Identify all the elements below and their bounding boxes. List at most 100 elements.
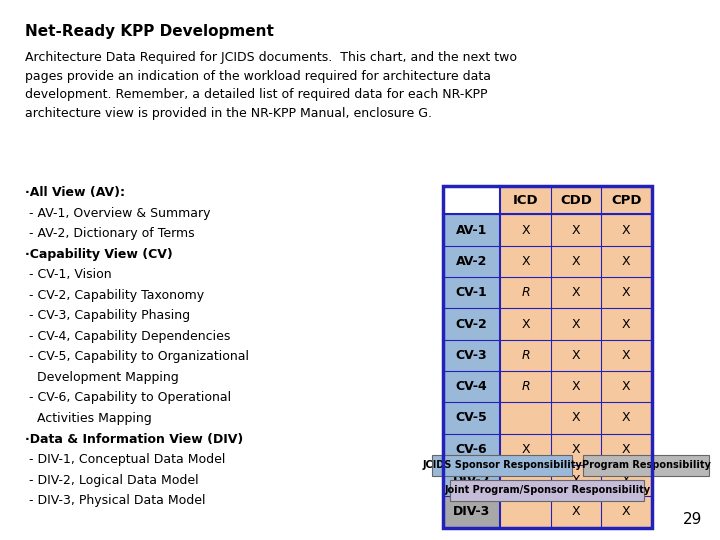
Text: Joint Program/Sponsor Responsibility: Joint Program/Sponsor Responsibility <box>444 485 650 495</box>
Bar <box>551 340 601 371</box>
Text: R: R <box>521 349 530 362</box>
Text: Net-Ready KPP Development: Net-Ready KPP Development <box>25 24 274 39</box>
Text: - CV-3, Capability Phasing: - CV-3, Capability Phasing <box>25 309 190 322</box>
Bar <box>551 277 601 308</box>
Bar <box>551 214 601 246</box>
Bar <box>551 246 601 277</box>
Bar <box>601 434 652 465</box>
Text: Activities Mapping: Activities Mapping <box>25 412 152 425</box>
Bar <box>443 277 500 308</box>
Bar <box>500 277 551 308</box>
Bar <box>551 402 601 434</box>
Bar <box>500 371 551 402</box>
Text: - DIV-2, Logical Data Model: - DIV-2, Logical Data Model <box>25 474 199 487</box>
Text: X: X <box>572 318 580 330</box>
Bar <box>551 496 601 528</box>
Bar <box>443 246 500 277</box>
Bar <box>450 480 644 501</box>
Text: X: X <box>622 286 631 299</box>
Text: X: X <box>622 255 631 268</box>
Text: ·Data & Information View (DIV): ·Data & Information View (DIV) <box>25 433 243 446</box>
Bar <box>601 340 652 371</box>
Text: CV-6: CV-6 <box>456 443 487 456</box>
Bar <box>500 340 551 371</box>
Text: CDD: CDD <box>560 194 592 207</box>
Text: X: X <box>622 443 631 456</box>
Bar <box>601 308 652 340</box>
Bar <box>443 465 500 496</box>
Bar <box>500 465 551 496</box>
Text: - CV-1, Vision: - CV-1, Vision <box>25 268 112 281</box>
Text: X: X <box>572 505 580 518</box>
Bar <box>500 214 551 246</box>
Bar <box>432 455 572 476</box>
Text: - DIV-3, Physical Data Model: - DIV-3, Physical Data Model <box>25 494 206 507</box>
Bar <box>443 371 500 402</box>
Text: CV-2: CV-2 <box>456 318 487 330</box>
Text: - AV-1, Overview & Summary: - AV-1, Overview & Summary <box>25 207 211 220</box>
Text: ·All View (AV):: ·All View (AV): <box>25 186 125 199</box>
Bar <box>601 214 652 246</box>
Bar <box>551 465 601 496</box>
Text: 29: 29 <box>683 511 702 526</box>
Bar <box>601 246 652 277</box>
Text: - CV-4, Capability Dependencies: - CV-4, Capability Dependencies <box>25 330 230 343</box>
Text: X: X <box>622 224 631 237</box>
Bar <box>583 455 709 476</box>
Bar <box>443 340 500 371</box>
Text: R: R <box>521 380 530 393</box>
Bar <box>500 434 551 465</box>
Text: X: X <box>521 255 530 268</box>
Bar <box>443 186 500 214</box>
Text: X: X <box>622 380 631 393</box>
Text: R: R <box>521 286 530 299</box>
Bar <box>601 277 652 308</box>
Bar <box>443 214 500 246</box>
Text: X: X <box>622 474 631 487</box>
Bar <box>500 402 551 434</box>
Text: Program Responsibility: Program Responsibility <box>582 461 711 470</box>
Bar <box>500 246 551 277</box>
Text: Development Mapping: Development Mapping <box>25 371 179 384</box>
Text: X: X <box>622 505 631 518</box>
Text: X: X <box>572 224 580 237</box>
Bar <box>443 496 500 528</box>
Bar <box>500 308 551 340</box>
Text: X: X <box>521 224 530 237</box>
Bar <box>500 186 551 214</box>
Text: X: X <box>572 474 580 487</box>
Text: X: X <box>572 255 580 268</box>
Bar <box>551 371 601 402</box>
Text: - CV-6, Capability to Operational: - CV-6, Capability to Operational <box>25 392 231 404</box>
Text: X: X <box>521 443 530 456</box>
Text: X: X <box>572 286 580 299</box>
Bar <box>500 496 551 528</box>
Bar <box>443 402 500 434</box>
Bar <box>601 186 652 214</box>
Text: AV-1: AV-1 <box>456 224 487 237</box>
Text: X: X <box>521 318 530 330</box>
Bar <box>601 496 652 528</box>
Text: - CV-2, Capability Taxonomy: - CV-2, Capability Taxonomy <box>25 289 204 302</box>
Text: ·Capability View (CV): ·Capability View (CV) <box>25 248 173 261</box>
Text: X: X <box>572 349 580 362</box>
Text: - DIV-1, Conceptual Data Model: - DIV-1, Conceptual Data Model <box>25 453 225 466</box>
Bar <box>443 308 500 340</box>
Text: ICD: ICD <box>513 194 539 207</box>
Text: Architecture Data Required for JCIDS documents.  This chart, and the next two
pa: Architecture Data Required for JCIDS doc… <box>25 51 517 120</box>
Text: DIV-3: DIV-3 <box>453 505 490 518</box>
Bar <box>443 186 652 528</box>
Text: X: X <box>572 380 580 393</box>
Text: X: X <box>622 318 631 330</box>
Bar <box>601 402 652 434</box>
Text: CV-5: CV-5 <box>456 411 487 424</box>
Text: X: X <box>572 411 580 424</box>
Text: AV-2: AV-2 <box>456 255 487 268</box>
Text: - AV-2, Dictionary of Terms: - AV-2, Dictionary of Terms <box>25 227 195 240</box>
Text: CPD: CPD <box>611 194 642 207</box>
Text: - CV-5, Capability to Organizational: - CV-5, Capability to Organizational <box>25 350 249 363</box>
Text: X: X <box>622 349 631 362</box>
Text: JCIDS Sponsor Responsibility: JCIDS Sponsor Responsibility <box>423 461 582 470</box>
Bar <box>601 371 652 402</box>
Bar <box>551 186 601 214</box>
